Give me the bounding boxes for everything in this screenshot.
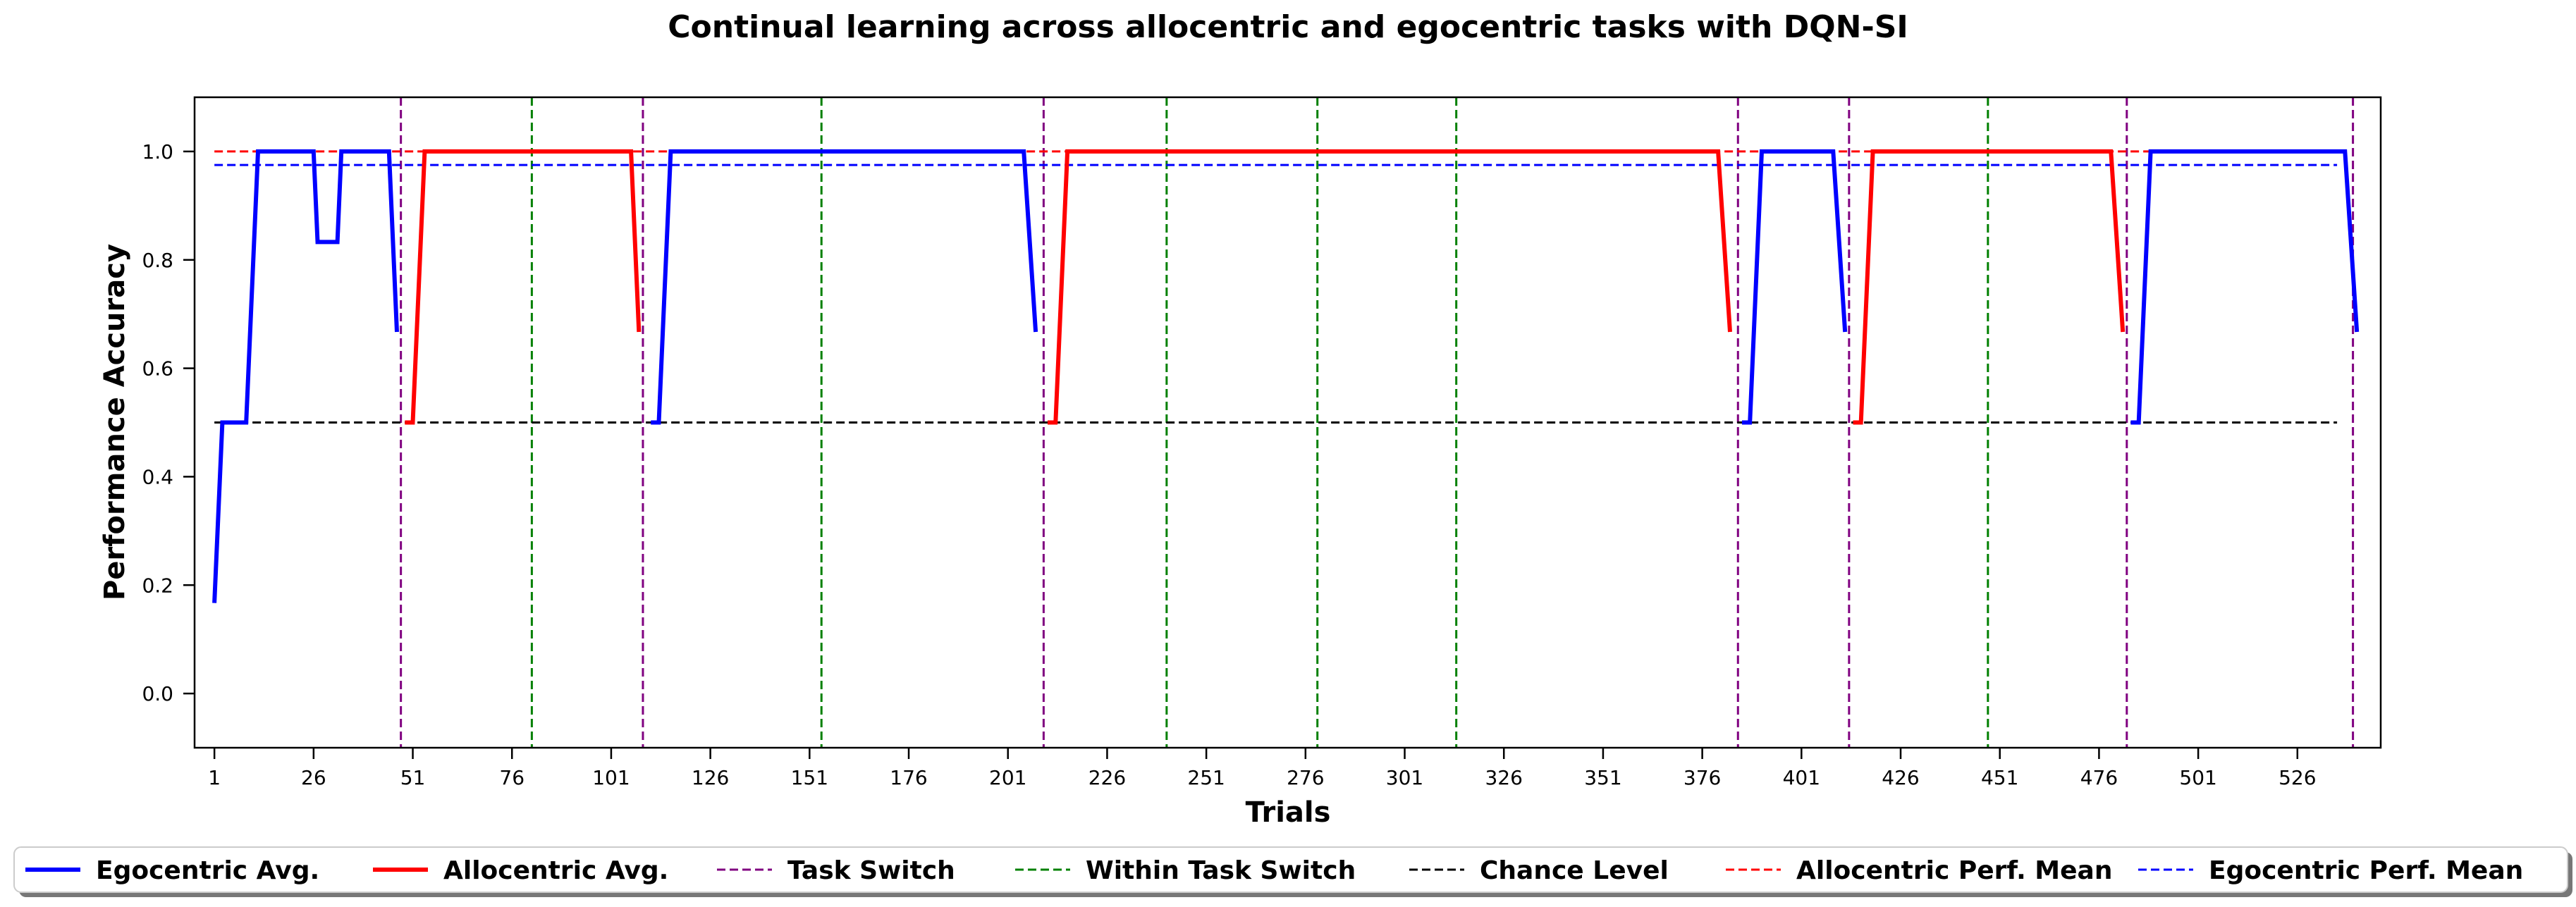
legend-label-chance-level: Chance Level [1480, 856, 1669, 885]
x-tick-label: 276 [1287, 766, 1324, 789]
x-tick-label: 251 [1187, 766, 1225, 789]
x-tick-label: 76 [499, 766, 525, 789]
x-tick-label: 426 [1882, 766, 1919, 789]
allocentric-avg-series-line [405, 149, 642, 425]
y-tick-label: 0.6 [142, 357, 173, 381]
legend-label-allocentric-avg: Allocentric Avg. [443, 856, 668, 885]
x-tick-label: 476 [2080, 766, 2118, 789]
x-tick-label: 176 [890, 766, 927, 789]
allocentric-avg-series-line [1048, 149, 1732, 425]
x-tick-label: 351 [1584, 766, 1621, 789]
x-tick-label: 451 [1981, 766, 2018, 789]
x-axis-label: Trials [1246, 796, 1331, 829]
y-tick-label: 0.0 [142, 682, 173, 705]
egocentric-avg-series-line [2130, 149, 2360, 425]
x-tick-label: 401 [1783, 766, 1820, 789]
legend-label-within-task-switch: Within Task Switch [1086, 856, 1356, 885]
x-tick-label: 326 [1485, 766, 1522, 789]
legend-box [13, 846, 2568, 893]
legend: Egocentric Avg. Allocentric Avg. Task Swit… [13, 846, 2572, 897]
x-tick-label: 1 [208, 766, 221, 789]
x-tick-label: 51 [400, 766, 426, 789]
x-tick-label: 376 [1683, 766, 1721, 789]
egocentric-avg-series-line [1741, 149, 1848, 425]
plot-area: 1 26 51 76 101 126 151 176 201 226 251 276 301 326 351… [142, 96, 2382, 789]
allocentric-avg-series-line [1853, 149, 2126, 425]
egocentric-avg-series-line [651, 149, 1038, 425]
x-tick-label: 526 [2278, 766, 2316, 789]
legend-label-egocentric-perf-mean: Egocentric Perf. Mean [2209, 856, 2523, 885]
legend-label-allocentric-perf-mean: Allocentric Perf. Mean [1796, 856, 2112, 885]
x-tick-label: 101 [592, 766, 630, 789]
y-tick-label: 0.2 [142, 574, 173, 597]
x-tick-label: 201 [989, 766, 1026, 789]
y-tick-label: 0.8 [142, 249, 173, 272]
x-tick-label: 126 [692, 766, 729, 789]
legend-label-egocentric-avg: Egocentric Avg. [96, 856, 319, 885]
egocentric-avg-series-line [212, 149, 399, 603]
y-tick-label: 0.4 [142, 465, 173, 488]
x-tick-label: 501 [2179, 766, 2216, 789]
plot-frame [193, 96, 2382, 749]
legend-label-task-switch: Task Switch [787, 856, 955, 885]
y-tick-label: 1.0 [142, 140, 173, 163]
x-tick-label: 226 [1088, 766, 1126, 789]
x-tick-label: 151 [791, 766, 828, 789]
chart-title: Continual learning across allocentric an… [668, 9, 1908, 45]
x-tick-label: 301 [1386, 766, 1423, 789]
x-tick-label: 26 [301, 766, 326, 789]
y-axis-label: Performance Accuracy [99, 244, 131, 600]
